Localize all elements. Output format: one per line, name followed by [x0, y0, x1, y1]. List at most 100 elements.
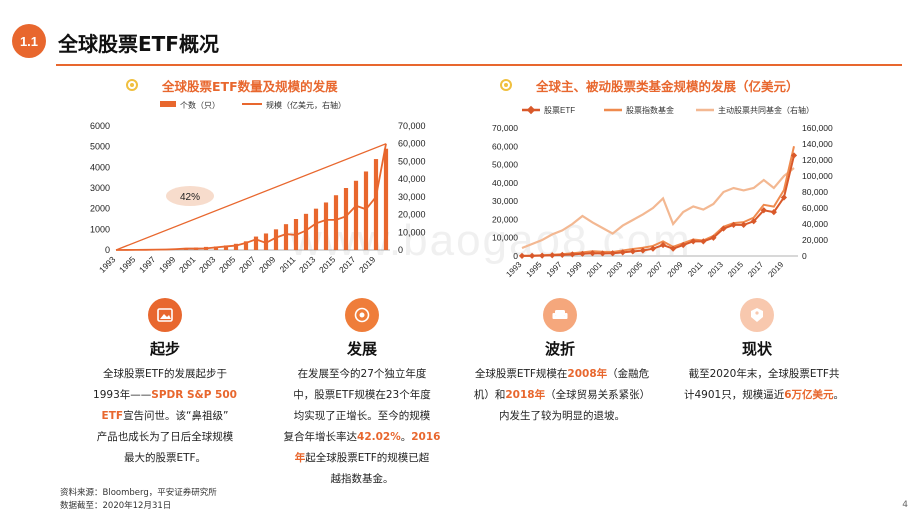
y-right-tick-label: 160,000 — [802, 123, 833, 133]
y-left-tick-label: 1000 — [90, 224, 110, 234]
description-text: 在发展至今的27个独立年度 — [297, 368, 427, 380]
series-point-etf — [549, 252, 556, 259]
bar-etf-count — [303, 213, 309, 250]
highlight-text: 2018年 — [505, 389, 546, 401]
description-text: 截至2020年末，全球股票ETF共 — [688, 368, 840, 380]
y-right-tick-label: 140,000 — [802, 139, 833, 149]
bar-etf-count — [273, 229, 279, 250]
description-text: 产品也成长为了日后全球规模 — [96, 431, 234, 443]
bar-etf-count — [243, 241, 249, 250]
stage-title: 波折 — [544, 340, 575, 358]
description-text: 机）和 — [473, 389, 506, 401]
stage-description-line: 产品也成长为了日后全球规模 — [90, 427, 240, 448]
series-point-etf — [518, 252, 526, 260]
legend-label: 主动股票共同基金（右轴） — [718, 105, 814, 115]
x-tick-label: 2011 — [277, 254, 297, 274]
stage-description-line: 机）和2018年（全球贸易关系紧张） — [466, 385, 658, 406]
y-right-tick-label: 70,000 — [398, 121, 426, 131]
x-tick-label: 2003 — [605, 260, 624, 279]
x-tick-label: 2003 — [197, 254, 218, 275]
x-tick-label: 1997 — [545, 260, 564, 279]
series-point-etf — [528, 252, 536, 259]
y-left-tick-label: 70,000 — [492, 123, 518, 133]
series-point-etf — [559, 251, 566, 259]
y-right-tick-label: 30,000 — [398, 192, 426, 202]
series-point-etf — [589, 250, 596, 257]
y-right-tick-label: 40,000 — [802, 219, 828, 229]
y-left-tick-label: 0 — [513, 251, 518, 261]
x-tick-label: 1999 — [565, 260, 584, 279]
bar-etf-count — [363, 171, 369, 250]
y-left-tick-label: 10,000 — [492, 233, 518, 243]
y-left-tick-label: 2000 — [90, 204, 110, 214]
x-tick-label: 1993 — [504, 260, 523, 279]
bar-etf-count — [283, 224, 289, 250]
y-right-tick-label: 20,000 — [802, 235, 828, 245]
highlight-text: 2008年 — [567, 368, 608, 380]
stage-title: 现状 — [741, 340, 772, 358]
legend-line-label: 规模（亿美元，右轴） — [266, 100, 346, 110]
x-tick-label: 2007 — [237, 254, 258, 275]
description-text: 中，股票ETF规模在23个年度 — [293, 389, 431, 401]
stage-description: 截至2020年末，全球股票ETF共计4901只，规模逼近6万亿美元。 — [676, 364, 852, 406]
annotation-bubble — [166, 186, 214, 206]
highlight-text: 年 — [294, 452, 306, 464]
stage-description-line: 计4901只，规模逼近6万亿美元。 — [676, 385, 852, 406]
description-text: 宣告问世。该“鼻祖级” — [123, 410, 229, 422]
x-tick-label: 2001 — [177, 254, 198, 275]
y-right-tick-label: 120,000 — [802, 155, 833, 165]
y-left-tick-label: 20,000 — [492, 214, 518, 224]
x-tick-label: 1997 — [137, 254, 158, 275]
x-tick-label: 2001 — [585, 260, 604, 279]
description-text: 最大的股票ETF。 — [123, 452, 207, 464]
x-tick-label: 2005 — [625, 260, 644, 279]
x-tick-label: 2009 — [257, 254, 278, 275]
chart-title-dot-icon — [126, 79, 138, 91]
page-number: 4 — [902, 500, 908, 510]
legend-bar-swatch — [160, 101, 176, 107]
y-left-tick-label: 40,000 — [492, 178, 518, 188]
target-icon — [345, 298, 379, 332]
y-left-tick-label: 0 — [105, 245, 110, 255]
stage-description: 在发展至今的27个独立年度 中，股票ETF规模在23个年度均实现了正增长。至今的规… — [282, 364, 442, 490]
stage-description-line: 均实现了正增长。至今的规模 — [282, 406, 442, 427]
description-text: 越指数基金。 — [330, 473, 394, 485]
stage-description-line: 1993年——SPDR S&P 500 — [90, 385, 240, 406]
series-line-0 — [521, 155, 795, 257]
chart-title-dot-icon — [500, 79, 512, 91]
bar-etf-count — [373, 159, 379, 250]
x-tick-label: 2013 — [706, 260, 725, 279]
y-left-tick-label: 30,000 — [492, 196, 518, 206]
highlight-text: 6万亿美元 — [784, 389, 834, 401]
x-tick-label: 2009 — [666, 260, 685, 279]
footer-source: 资料来源：Bloomberg，平安证券研究所 — [60, 488, 217, 498]
x-tick-label: 2017 — [337, 254, 358, 275]
series-line-2 — [521, 167, 795, 250]
y-left-tick-label: 3000 — [90, 183, 110, 193]
description-text: 计4901只，规模逼近 — [683, 389, 785, 401]
highlight-text: 2016 — [411, 431, 441, 443]
highlight-text: ETF — [101, 410, 124, 422]
description-text: 内发生了较为明显的退坡。 — [499, 410, 625, 422]
stage-description-line: 全球股票ETF的发展起步于 — [90, 364, 240, 385]
stage-description-line: 截至2020年末，全球股票ETF共 — [676, 364, 852, 385]
stage-title: 发展 — [346, 340, 377, 358]
legend-marker — [526, 105, 536, 115]
legend-label: 股票ETF — [544, 106, 575, 115]
bar-etf-count — [383, 148, 389, 250]
bar-etf-count — [223, 245, 229, 250]
x-tick-label: 2007 — [646, 260, 665, 279]
legend-label: 股票指数基金 — [626, 105, 674, 115]
sofa-icon — [543, 298, 577, 332]
y-left-tick-label: 4000 — [90, 162, 110, 172]
line-etf-scale — [115, 143, 387, 251]
y-left-tick-label: 60,000 — [492, 141, 518, 151]
image-icon — [148, 298, 182, 332]
stage-description-line: 年起全球股票ETF的规模已超 — [282, 448, 442, 469]
x-tick-label: 2019 — [766, 260, 785, 279]
x-tick-label: 1993 — [97, 254, 118, 275]
annotation-cagr: 42% — [180, 192, 200, 203]
series-point-etf — [539, 252, 546, 259]
bar-etf-count — [353, 180, 359, 250]
series-point-etf — [669, 245, 677, 252]
